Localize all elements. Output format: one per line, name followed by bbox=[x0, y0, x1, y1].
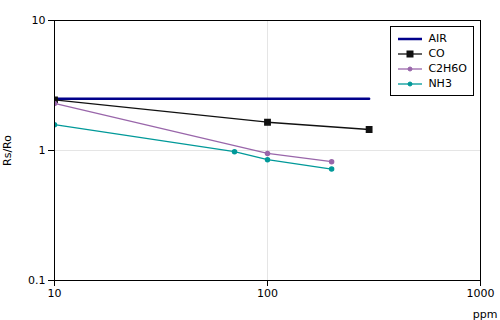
svg-text:1: 1 bbox=[39, 144, 46, 157]
svg-text:0.1: 0.1 bbox=[28, 274, 46, 287]
svg-text:1000: 1000 bbox=[467, 287, 495, 300]
html-text:AIR: AIR bbox=[428, 32, 447, 45]
html-text:CO: CO bbox=[428, 47, 445, 60]
html-text:NH3: NH3 bbox=[428, 77, 452, 90]
svg-text:ppm: ppm bbox=[473, 308, 498, 320]
svg-text:Rs/Ro: Rs/Ro bbox=[1, 135, 14, 166]
svg-text:100: 100 bbox=[257, 287, 278, 300]
html-text:C2H6O: C2H6O bbox=[428, 62, 467, 75]
svg-text:10: 10 bbox=[48, 287, 62, 300]
svg-text:10: 10 bbox=[32, 14, 46, 27]
